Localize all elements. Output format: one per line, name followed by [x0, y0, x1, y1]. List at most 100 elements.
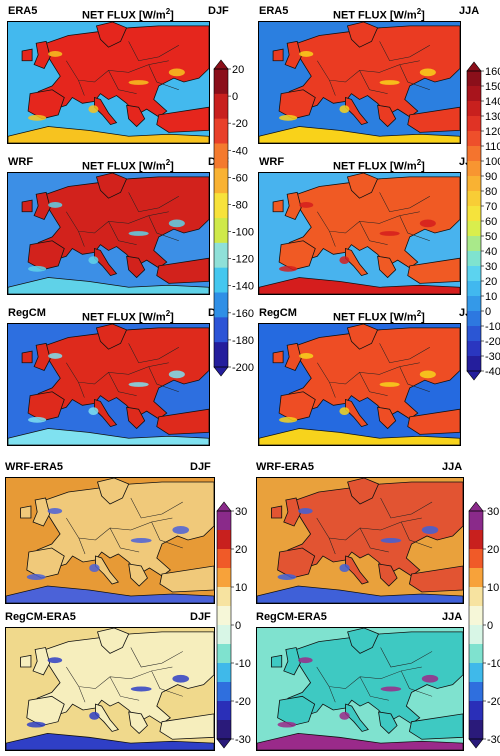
colorbar-swatch — [467, 311, 481, 327]
colorbar-swatch — [469, 625, 483, 645]
country-border — [108, 372, 137, 396]
field-anomaly — [419, 219, 436, 228]
field-anomaly — [130, 538, 152, 543]
field-anomaly — [28, 114, 47, 121]
field-anomaly — [379, 382, 400, 387]
colorbar-tick-label: 160 — [485, 66, 500, 78]
country-border — [78, 381, 85, 398]
colorbar-swatch — [467, 296, 481, 312]
map-canvas — [8, 22, 209, 143]
colorbar-tick-label: 130 — [485, 111, 500, 123]
field-anomaly — [130, 686, 152, 692]
colorbar-tick-label: 0 — [487, 620, 493, 632]
map-canvas — [6, 628, 214, 750]
field-anomaly — [26, 574, 46, 580]
country-border — [151, 670, 183, 697]
colorbar-swatch — [214, 342, 228, 368]
colorbar-tick-label: -40 — [232, 145, 248, 157]
colorbar-top-arrow — [468, 501, 484, 512]
colorbar-swatch — [217, 701, 231, 721]
colorbar-swatch — [467, 221, 481, 237]
panel-label-season: JJA — [442, 611, 463, 623]
colorbar-tick-label: 10 — [485, 291, 497, 303]
panel-label-center: NET FLUX [W/m2] — [333, 309, 425, 324]
land-region — [128, 563, 148, 587]
panel-label-season: DJF — [190, 611, 211, 623]
country-border — [128, 343, 179, 363]
land-region — [20, 505, 32, 519]
land-region — [377, 104, 397, 128]
land-region — [407, 106, 460, 133]
panel-label-center: NET FLUX [W/m2] — [82, 7, 174, 22]
map-canvas — [259, 324, 460, 445]
panel-label-left: WRF — [259, 156, 285, 168]
field-anomaly — [172, 674, 190, 683]
panel-label-center: NET FLUX [W/m2] — [333, 7, 425, 22]
land-region — [156, 257, 209, 284]
land-region — [257, 733, 463, 750]
colorbar-swatch — [214, 317, 228, 343]
country-border — [130, 647, 183, 668]
land-region — [8, 428, 209, 445]
land-region — [27, 391, 65, 422]
land-region — [8, 126, 209, 143]
country-border — [379, 343, 430, 363]
colorbar-tick-label: -30 — [485, 351, 500, 363]
land-region — [283, 647, 301, 676]
field-anomaly — [48, 202, 63, 208]
land-region — [277, 695, 316, 727]
colorbar-tick-label: -30 — [487, 734, 500, 746]
map-wrf-era5-jja — [256, 477, 464, 604]
colorbar-swatch — [217, 720, 231, 740]
country-border — [78, 537, 86, 555]
field-anomaly — [419, 68, 436, 77]
country-border — [151, 521, 183, 549]
land-region — [408, 565, 463, 593]
country-border — [329, 79, 336, 96]
field-anomaly — [88, 105, 99, 113]
land-region — [407, 257, 460, 284]
map-canvas — [6, 478, 214, 603]
field-anomaly — [88, 407, 99, 415]
colorbar-tick-label: -30 — [235, 734, 251, 746]
map-canvas — [257, 628, 463, 750]
colorbar-canvas: 1601501401301201101009080706050403020100… — [466, 61, 500, 381]
colorbar-tick-label: -10 — [235, 658, 251, 670]
country-border — [399, 64, 430, 90]
colorbar-tick-label: 150 — [485, 81, 500, 93]
colorbar-bottom-arrow — [466, 370, 482, 381]
colorbar-tick-label: -200 — [232, 362, 254, 374]
land-region — [259, 277, 460, 294]
field-anomaly — [419, 370, 436, 379]
colorbar-swatch — [469, 549, 483, 569]
panel-label-season: JJA — [459, 5, 480, 17]
colorbar-swatch — [467, 236, 481, 252]
country-border — [78, 79, 85, 96]
land-region — [408, 713, 463, 740]
map-regcm-jja — [258, 323, 461, 446]
land-region — [277, 547, 316, 579]
field-anomaly — [128, 382, 149, 387]
field-anomaly — [47, 657, 63, 664]
colorbar-swatch — [217, 682, 231, 702]
country-border — [148, 215, 179, 241]
colorbar-tick-label: 0 — [485, 306, 491, 318]
land-region — [8, 277, 209, 294]
colorbar-tick-label: 20 — [235, 544, 247, 556]
colorbar-canvas: 30 20 10 0 -10 -20 -30 — [468, 501, 500, 749]
colorbar-swatch — [467, 356, 481, 372]
colorbar-swatch — [467, 116, 481, 132]
colorbar-swatch — [214, 93, 228, 120]
land-region — [346, 324, 379, 350]
field-anomaly — [299, 202, 314, 208]
country-border — [359, 527, 389, 553]
panel-label-center: NET FLUX [W/m2] — [333, 158, 425, 173]
field-anomaly — [279, 114, 298, 121]
land-region — [346, 173, 379, 199]
field-anomaly — [379, 231, 400, 236]
colorbar-bottom-arrow — [468, 738, 484, 749]
country-border — [108, 70, 137, 94]
colorbar-tick-label: -20 — [485, 336, 500, 348]
land-region — [33, 40, 51, 69]
colorbar-swatch — [467, 86, 481, 102]
